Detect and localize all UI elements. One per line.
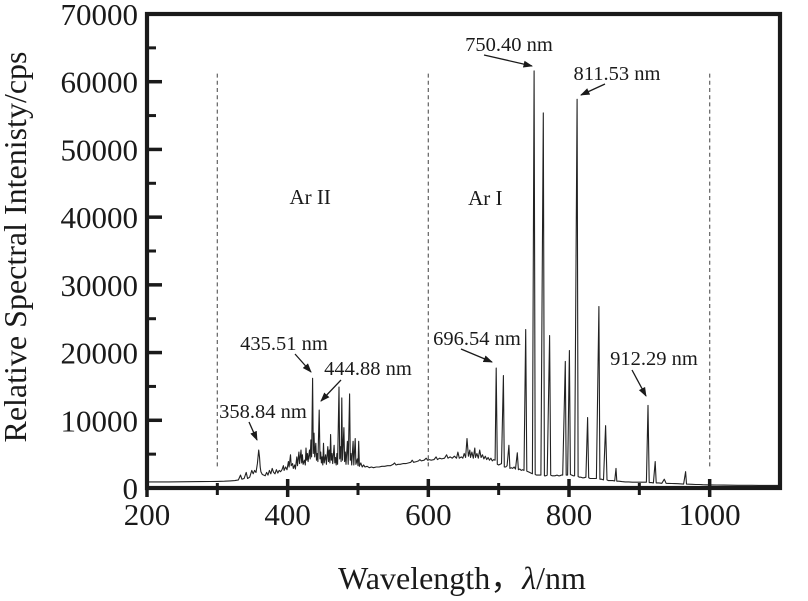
annotation-label: 811.53 nm	[574, 63, 661, 85]
x-axis-title: Wavelength，λ/nm	[262, 553, 662, 599]
y-tick-label: 40000	[61, 200, 139, 235]
y-tick-label: 60000	[61, 65, 139, 100]
annotation-group: 358.84 nm 435.51 nm 444.88 nm 696.54 nm 750.…	[219, 34, 698, 441]
x-axis-title-suffix: /nm	[536, 560, 586, 596]
y-tick-label-group: 0 10000 20000 30000 40000 50000 60000 70000	[61, 0, 139, 506]
plot-frame	[144, 11, 783, 491]
lambda-symbol: λ	[522, 560, 537, 596]
annotation-label: 912.29 nm	[610, 348, 698, 370]
spectrum-path	[147, 70, 780, 486]
annotation-label: 750.40 nm	[465, 34, 553, 56]
annotation-arrow	[320, 379, 342, 402]
y-tick-label: 0	[123, 471, 139, 506]
y-tick-label: 20000	[61, 336, 139, 371]
annotation-label: 444.88 nm	[324, 358, 412, 380]
x-tick-label-group: 200 400 600 800 1000	[124, 497, 741, 532]
annotation-arrow	[294, 353, 312, 373]
y-tick-label: 70000	[61, 0, 139, 32]
annotation-label: 358.84 nm	[219, 401, 307, 423]
region-label: Ar II	[289, 185, 330, 209]
x-axis-title-comma: ，	[490, 560, 523, 596]
annotation-arrow	[248, 421, 258, 441]
x-axis-title-prefix: Wavelength	[338, 560, 491, 596]
annotation-arrow	[483, 54, 533, 68]
annotation-label: 435.51 nm	[240, 333, 328, 355]
y-tick-label: 30000	[61, 268, 139, 303]
annotation-label: 696.54 nm	[433, 328, 521, 350]
annotation-arrow	[460, 348, 493, 363]
x-tick-label: 200	[124, 497, 171, 532]
y-axis-title: Relative Spectral Intenisty/cps	[0, 12, 34, 482]
x-tick-label: 800	[546, 497, 593, 532]
x-tick-label: 1000	[679, 497, 741, 532]
y-axis-title-text: Relative Spectral Intenisty/cps	[0, 51, 33, 443]
region-label: Ar I	[468, 186, 502, 210]
region-divider-group	[216, 73, 711, 468]
annotation-arrow	[631, 369, 647, 397]
y-tick-label: 50000	[61, 132, 139, 167]
x-tick-label: 400	[264, 497, 311, 532]
x-tick-label: 600	[405, 497, 452, 532]
annotation-arrow	[580, 83, 606, 96]
y-tick-label: 10000	[61, 403, 139, 438]
